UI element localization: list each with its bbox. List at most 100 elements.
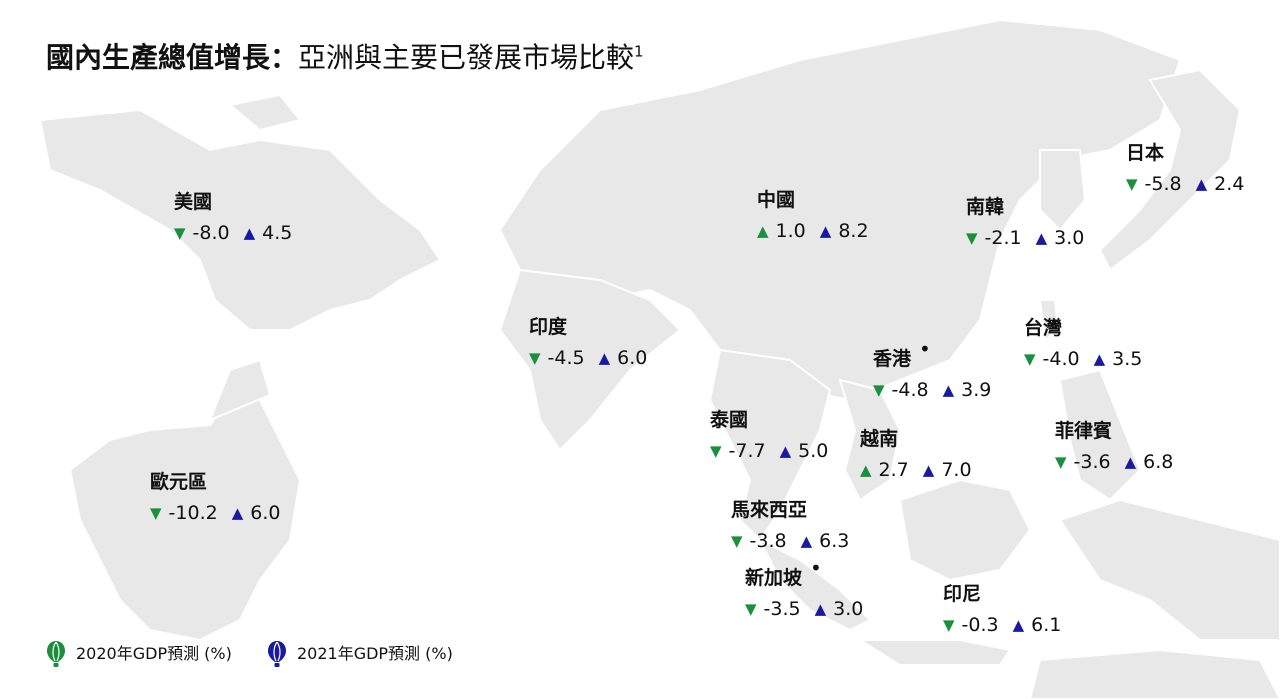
location-dot-icon: • (919, 337, 931, 361)
triangle-up-icon: ▲ (757, 222, 769, 240)
region-label: 泰國 ▼ -7.7 ▲ 5.0 (710, 408, 828, 464)
triangle-down-icon: ▼ (943, 616, 955, 634)
value-2020-number: 1.0 (775, 220, 806, 242)
region-label: 新加坡 • ▼ -3.5 ▲ 3.0 (745, 556, 863, 622)
balloon-icon-2021 (267, 641, 286, 667)
page-title-normal: 亞洲與主要已發展市場比較 (298, 41, 635, 74)
value-2021: ▲ 3.0 (1036, 226, 1085, 251)
value-2020-number: -3.5 (763, 598, 801, 620)
value-2021-number: 6.3 (819, 530, 850, 552)
value-2021-number: 3.0 (833, 598, 864, 620)
value-2020-number: -4.5 (547, 347, 585, 369)
region-values: ▼ -4.8 ▲ 3.9 (873, 378, 991, 403)
value-2021: ▲ 4.5 (244, 221, 293, 246)
value-2020: ▼ -0.3 (943, 613, 999, 638)
region-label: 台灣 ▼ -4.0 ▲ 3.5 (1024, 316, 1142, 372)
value-2021: ▲ 7.0 (923, 458, 972, 483)
region-label: 印度 ▼ -4.5 ▲ 6.0 (529, 315, 647, 371)
value-2021: ▲ 6.0 (232, 501, 281, 526)
value-2020-number: 2.7 (878, 459, 909, 481)
region-values: ▼ -2.1 ▲ 3.0 (966, 226, 1084, 251)
value-2021: ▲ 6.3 (801, 529, 850, 554)
region-values: ▲ 1.0 ▲ 8.2 (757, 219, 869, 244)
triangle-up-icon: ▲ (819, 222, 832, 240)
value-2020-number: -8.0 (192, 222, 230, 244)
triangle-up-icon: ▲ (942, 381, 955, 399)
triangle-up-icon: ▲ (814, 600, 827, 618)
triangle-down-icon: ▼ (873, 381, 885, 399)
triangle-up-icon: ▲ (598, 349, 611, 367)
value-2020-number: -3.6 (1073, 451, 1111, 473)
region-name: 中國 (757, 189, 796, 211)
triangle-down-icon: ▼ (1055, 453, 1067, 471)
triangle-down-icon: ▼ (1126, 175, 1138, 193)
triangle-up-icon: ▲ (800, 532, 813, 550)
value-2020-number: -7.7 (728, 440, 766, 462)
value-2021-number: 6.8 (1143, 451, 1174, 473)
value-2020: ▼ -2.1 (966, 226, 1022, 251)
value-2020: ▲ 1.0 (757, 219, 806, 244)
value-2021-number: 5.0 (798, 440, 829, 462)
region-values: ▼ -4.5 ▲ 6.0 (529, 346, 647, 371)
region-name: 泰國 (710, 409, 749, 431)
triangle-up-icon: ▲ (860, 461, 872, 479)
triangle-down-icon: ▼ (966, 229, 978, 247)
triangle-down-icon: ▼ (731, 532, 743, 550)
triangle-up-icon: ▲ (231, 504, 244, 522)
value-2021: ▲ 6.1 (1013, 613, 1062, 638)
balloon-icon-2020 (47, 641, 65, 667)
value-2021-number: 4.5 (262, 222, 293, 244)
value-2020-number: -5.8 (1144, 173, 1182, 195)
value-2020: ▲ 2.7 (860, 458, 909, 483)
region-values: ▼ -3.6 ▲ 6.8 (1055, 450, 1173, 475)
region-values: ▼ -7.7 ▲ 5.0 (710, 439, 828, 464)
triangle-up-icon: ▲ (1012, 616, 1025, 634)
value-2021: ▲ 2.4 (1196, 172, 1245, 197)
value-2020-number: -3.8 (749, 530, 787, 552)
value-2020: ▼ -4.8 (873, 378, 929, 403)
legend-item-2021: 2021年GDP預測 (%) (267, 640, 453, 668)
region-label: 菲律賓 ▼ -3.6 ▲ 6.8 (1055, 419, 1173, 475)
triangle-up-icon: ▲ (243, 224, 256, 242)
region-values: ▼ -10.2 ▲ 6.0 (150, 501, 280, 526)
value-2020: ▼ -8.0 (174, 221, 230, 246)
legend-item-2020: 2020年GDP預測 (%) (46, 640, 232, 668)
region-label: 中國 ▲ 1.0 ▲ 8.2 (757, 188, 869, 244)
value-2020: ▼ -3.5 (745, 597, 801, 622)
value-2020-number: -10.2 (168, 502, 218, 524)
region-name: 台灣 (1024, 317, 1063, 339)
region-name: 歐元區 (150, 471, 208, 493)
region-name: 菲律賓 (1055, 420, 1113, 442)
region-name: 馬來西亞 (731, 499, 808, 521)
triangle-down-icon: ▼ (710, 442, 722, 460)
value-2021-number: 7.0 (941, 459, 972, 481)
region-label: 越南 ▲ 2.7 ▲ 7.0 (860, 427, 972, 483)
region-label: 日本 ▼ -5.8 ▲ 2.4 (1126, 141, 1244, 197)
page-title-bold: 國內生產總值增長： (46, 41, 299, 74)
value-2021-number: 6.1 (1031, 614, 1062, 636)
value-2021-number: 6.0 (617, 347, 648, 369)
value-2020: ▼ -10.2 (150, 501, 218, 526)
region-label: 印尼 ▼ -0.3 ▲ 6.1 (943, 582, 1061, 638)
region-name: 新加坡 (745, 567, 803, 589)
triangle-down-icon: ▼ (745, 600, 757, 618)
region-name: 日本 (1126, 142, 1165, 164)
triangle-up-icon: ▲ (1124, 453, 1137, 471)
region-label: 馬來西亞 ▼ -3.8 ▲ 6.3 (731, 498, 849, 554)
region-label: 香港 • ▼ -4.8 ▲ 3.9 (873, 337, 991, 403)
region-values: ▼ -8.0 ▲ 4.5 (174, 221, 292, 246)
region-name: 南韓 (966, 196, 1005, 218)
value-2021-number: 3.9 (961, 379, 992, 401)
value-2020-number: -0.3 (961, 614, 999, 636)
triangle-up-icon: ▲ (1093, 350, 1106, 368)
location-dot-icon: • (810, 556, 822, 580)
region-values: ▼ -3.5 ▲ 3.0 (745, 597, 863, 622)
value-2020: ▼ -4.5 (529, 346, 585, 371)
value-2021: ▲ 3.0 (815, 597, 864, 622)
value-2020: ▼ -3.6 (1055, 450, 1111, 475)
region-name: 越南 (860, 428, 899, 450)
value-2020: ▼ -4.0 (1024, 347, 1080, 372)
region-values: ▼ -5.8 ▲ 2.4 (1126, 172, 1244, 197)
value-2021-number: 6.0 (250, 502, 281, 524)
